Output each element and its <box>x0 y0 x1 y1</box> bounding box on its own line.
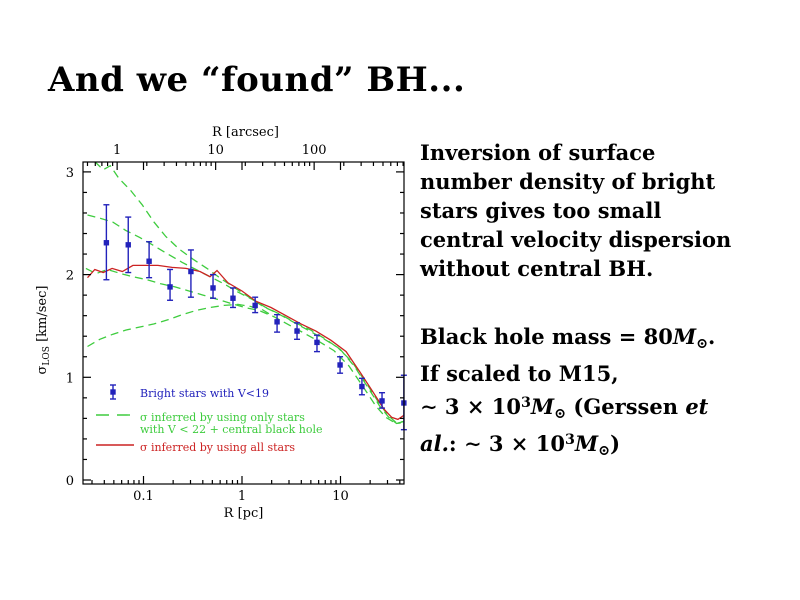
data-points <box>103 204 407 431</box>
green-model-curve <box>85 267 404 425</box>
x-axis-label-bottom: R [pc] <box>224 506 264 521</box>
data-point <box>274 313 281 333</box>
text-line: number density of bright <box>420 169 716 194</box>
x-tick-label-top: 100 <box>302 143 327 158</box>
data-point <box>358 377 365 396</box>
x-tick-label-bottom: 1 <box>238 489 246 504</box>
text-line: al.: ∼ 3 × 103M⊙) <box>420 431 621 459</box>
black-hole-mass-text-block: Black hole mass = 80M⊙. If scaled to M15,… <box>420 320 785 464</box>
text-line: central velocity dispersion <box>420 227 732 252</box>
data-point <box>294 322 301 341</box>
text-line: without central BH. <box>420 256 654 281</box>
legend-label: σ inferred by using only stars <box>140 411 305 424</box>
text-line: If scaled to M15, <box>420 361 619 386</box>
y-tick-label: 1 <box>66 371 74 386</box>
green-model-curve <box>87 303 275 348</box>
slide-title: And we “found” BH... <box>48 60 466 100</box>
text-line: ∼ 3 × 103M⊙ (Gerssen et <box>420 394 709 422</box>
x-axis-label-top: R [arcsec] <box>212 125 279 140</box>
text-line: stars gives too small <box>420 198 662 223</box>
conclusion-text-block: Inversion of surface number density of br… <box>420 138 785 283</box>
data-point <box>337 356 344 374</box>
y-tick-label: 0 <box>66 474 74 489</box>
data-point <box>313 334 320 353</box>
legend-entry: σ inferred by using all stars <box>96 441 295 454</box>
data-point <box>210 273 217 299</box>
data-point <box>252 296 259 314</box>
text-line: Black hole mass = 80M⊙. <box>420 324 716 352</box>
green-model-curve <box>94 162 404 424</box>
x-tick-label-top: 1 <box>113 143 121 158</box>
legend-label: with V < 22 + central black hole <box>140 423 322 436</box>
plot-frame <box>82 161 405 485</box>
plot-legend: Bright stars with V<19 σ inferred by usin… <box>96 384 322 454</box>
data-point <box>167 268 174 301</box>
data-point <box>103 204 110 281</box>
y-tick-label: 3 <box>66 166 74 181</box>
axis-labels: 0.1 1 10 R [pc] 1 10 100 R [arcsec] 0 1 2 3 <box>66 125 349 521</box>
legend-entry: Bright stars with V<19 <box>110 384 269 400</box>
plot-axes <box>82 161 405 485</box>
x-tick-label-top: 10 <box>207 143 224 158</box>
text-line: Inversion of surface <box>420 140 656 165</box>
data-point <box>379 392 386 409</box>
green-model-curve <box>87 214 404 425</box>
legend-label: σ inferred by using all stars <box>140 441 295 454</box>
data-point <box>146 241 153 279</box>
data-point <box>187 249 194 298</box>
y-tick-label: 2 <box>66 269 74 284</box>
legend-label: Bright stars with V<19 <box>140 387 269 400</box>
y-axis-label: σLOS [km/sec] <box>35 286 52 375</box>
x-tick-label-bottom: 10 <box>332 489 349 504</box>
data-point <box>125 216 132 274</box>
x-tick-label-bottom: 0.1 <box>133 489 154 504</box>
data-point <box>229 287 236 309</box>
